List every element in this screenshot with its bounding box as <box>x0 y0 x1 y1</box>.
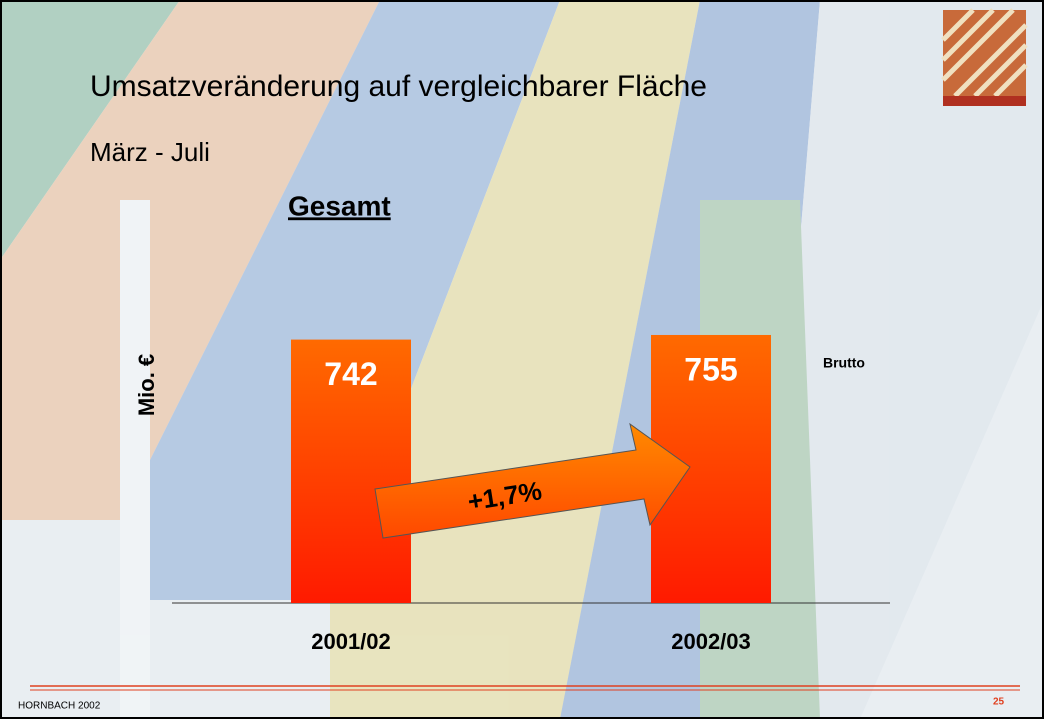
slide: Umsatzveränderung auf vergleichbarer Flä… <box>0 0 1044 719</box>
value-label: 742 <box>324 356 377 392</box>
legend-label: Brutto <box>823 355 865 371</box>
chart-subtitle: März - Juli <box>90 137 210 167</box>
value-label: 755 <box>684 351 737 387</box>
x-tick-label: 2002/03 <box>671 629 751 654</box>
page-number: 25 <box>993 697 1005 708</box>
chart-title: Umsatzveränderung auf vergleichbarer Flä… <box>90 70 707 103</box>
logo <box>943 10 1026 106</box>
x-tick-label: 2001/02 <box>311 629 391 654</box>
chart-heading: Gesamt <box>288 190 391 221</box>
y-axis-label: Mio. € <box>134 354 159 416</box>
footer-text: HORNBACH 2002 <box>18 701 101 712</box>
